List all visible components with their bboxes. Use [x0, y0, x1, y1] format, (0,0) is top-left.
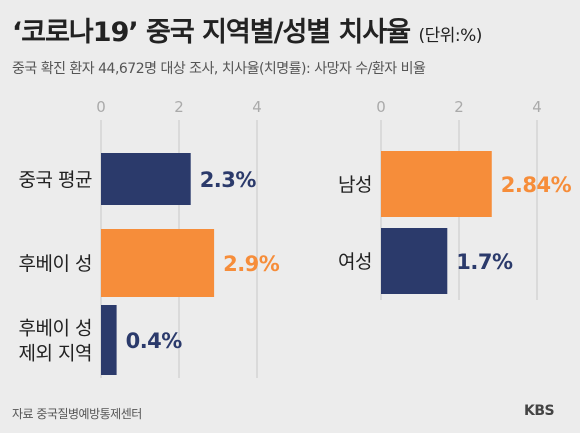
category-label-1-0-0: 남성: [338, 174, 372, 196]
source-note: 자료 중국질병예방통제센터: [12, 407, 142, 421]
bar-0-1: [101, 229, 215, 297]
tick-label-1-1: 2: [454, 98, 464, 116]
category-label-0-2-1: 제외 지역: [19, 343, 92, 365]
value-label-1-0: 2.84%: [501, 173, 572, 197]
category-label-1-1-0: 여성: [338, 251, 372, 273]
bar-1-1: [381, 228, 448, 294]
tick-label-0-1: 2: [174, 98, 184, 116]
bar-0-0: [101, 153, 191, 205]
value-label-1-1: 1.7%: [456, 250, 513, 274]
tick-label-1-0: 0: [376, 98, 386, 116]
tick-label-1-2: 4: [532, 98, 542, 116]
chart-subtitle: 중국 확진 환자 44,672명 대상 조사, 치사율(치명률): 사망자 수/…: [12, 61, 426, 77]
category-label-0-1-0: 후베이 성: [19, 253, 92, 275]
chart-title: ‘코로나19’ 중국 지역별/성별 치사율 (단위:%): [12, 10, 482, 49]
tick-label-0-2: 4: [252, 98, 262, 116]
unit-label: (단위:%): [418, 26, 482, 46]
value-label-0-0: 2.3%: [200, 168, 257, 192]
bar-0-2: [101, 305, 117, 375]
value-label-0-2: 0.4%: [126, 329, 183, 353]
bar-charts: 0 2 4 2.3% 중국 평균 2.9% 후베이 성 0.4% 후베이 성제외 지역 0 2 4 2.…: [19, 98, 572, 378]
bar-1-0: [381, 151, 492, 217]
title-text: ‘코로나19’ 중국 지역별/성별 치사율: [12, 17, 411, 48]
tick-label-0-0: 0: [96, 98, 106, 116]
kbs-logo: KBS: [524, 403, 555, 419]
category-label-0-0-0: 중국 평균: [19, 169, 92, 191]
value-label-0-1: 2.9%: [223, 252, 280, 276]
category-label-0-2-0: 후베이 성: [19, 318, 92, 340]
